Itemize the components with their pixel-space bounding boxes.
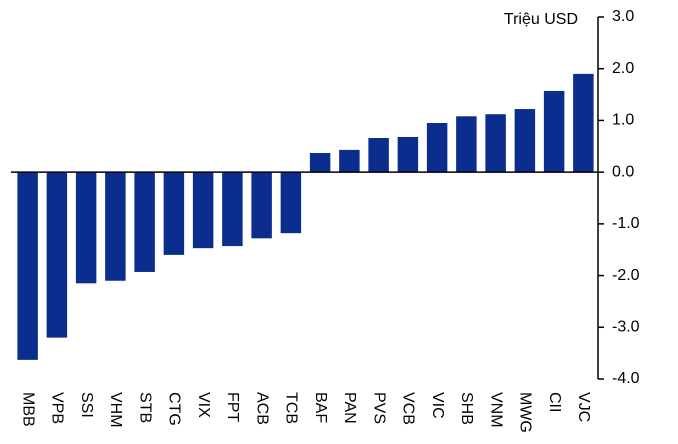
x-tick-label: VHM: [107, 392, 124, 428]
bar: [280, 172, 302, 234]
x-tick-label: BAF: [312, 392, 329, 423]
bar: [573, 73, 594, 173]
y-tick-label: 2.0: [612, 60, 634, 77]
x-tick-label: ACB: [253, 392, 270, 425]
bar: [222, 172, 243, 247]
bar: [134, 172, 155, 272]
x-tick-label: CII: [546, 392, 563, 412]
x-tick-label: FPT: [224, 392, 241, 422]
x-tick-label: VCB: [400, 392, 417, 425]
y-tick-label: -3.0: [612, 319, 640, 336]
x-tick-label: MBB: [19, 392, 36, 427]
x-tick-label: PVS: [370, 392, 387, 424]
x-tick-label: MWG: [517, 392, 534, 433]
y-tick-label: -4.0: [612, 370, 640, 387]
y-axis-label: Triệu USD: [504, 11, 578, 28]
x-tick-label: STB: [136, 392, 153, 423]
y-tick-label: 1.0: [612, 112, 634, 129]
x-tick-label: VJC: [575, 392, 592, 422]
x-tick-label: VIX: [195, 392, 212, 418]
bar: [485, 114, 506, 173]
bar: [251, 172, 272, 239]
bar: [309, 153, 331, 173]
x-tick-label: VIC: [429, 392, 446, 419]
bar: [514, 109, 536, 173]
x-tick-label: VNM: [487, 392, 504, 428]
bar: [426, 123, 448, 173]
x-tick-label: TCB: [283, 392, 300, 424]
bar: [105, 172, 126, 281]
bar: [397, 136, 419, 173]
x-tick-label: CTG: [166, 392, 183, 426]
x-tick-label: VPB: [49, 392, 66, 424]
bar: [456, 116, 477, 173]
bar: [163, 172, 185, 255]
x-tick-label: PAN: [341, 392, 358, 424]
bar: [46, 172, 68, 338]
x-tick-label: SSI: [78, 392, 95, 418]
bar: [192, 172, 214, 249]
x-tick-label: SHB: [458, 392, 475, 425]
y-tick-label: 0.0: [612, 163, 634, 180]
bar: [543, 90, 565, 173]
y-tick-label: -2.0: [612, 267, 640, 284]
bar: [17, 172, 38, 360]
y-tick-label: -1.0: [612, 215, 640, 232]
bar: [339, 149, 360, 173]
y-tick-label: 3.0: [612, 8, 634, 25]
bar: [75, 172, 97, 284]
bar: [368, 138, 389, 173]
